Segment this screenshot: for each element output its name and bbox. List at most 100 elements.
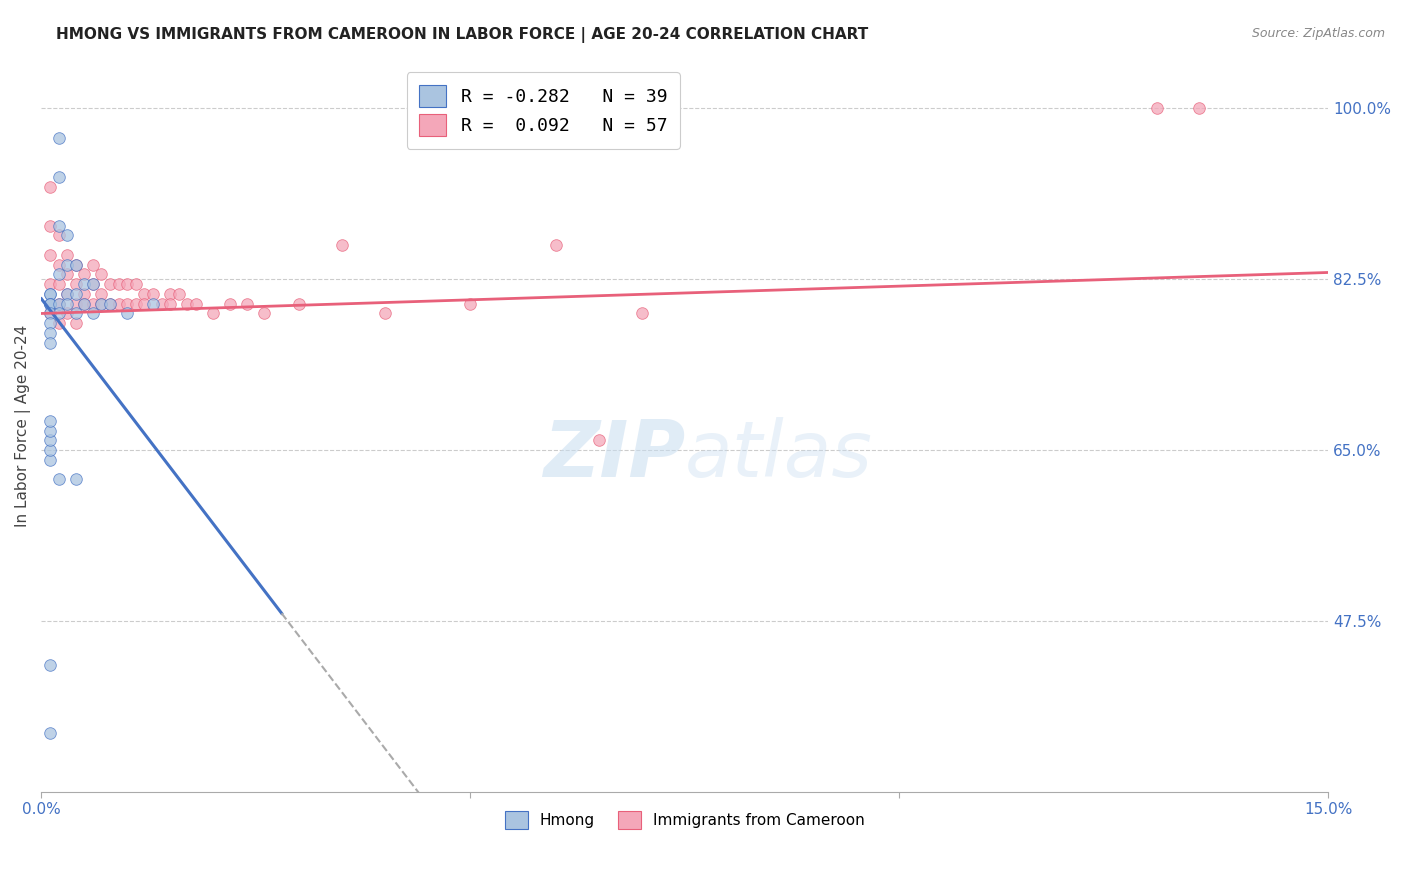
Point xyxy=(39,287,62,301)
Point xyxy=(115,296,138,310)
Point xyxy=(236,296,259,310)
Point xyxy=(39,453,62,467)
Point xyxy=(39,326,62,340)
Point xyxy=(90,268,112,282)
Point xyxy=(56,258,79,272)
Point xyxy=(90,287,112,301)
Point xyxy=(48,277,70,292)
Text: atlas: atlas xyxy=(685,417,873,493)
Point xyxy=(176,296,198,310)
Point xyxy=(1188,102,1211,116)
Point xyxy=(39,306,62,320)
Point xyxy=(56,287,79,301)
Text: ZIP: ZIP xyxy=(543,417,685,493)
Point xyxy=(48,306,70,320)
Point xyxy=(184,296,207,310)
Point xyxy=(98,277,121,292)
Y-axis label: In Labor Force | Age 20-24: In Labor Force | Age 20-24 xyxy=(15,325,31,527)
Point xyxy=(115,277,138,292)
Point xyxy=(56,268,79,282)
Point xyxy=(125,277,148,292)
Legend: Hmong, Immigrants from Cameroon: Hmong, Immigrants from Cameroon xyxy=(499,805,870,836)
Point xyxy=(39,306,62,320)
Point xyxy=(374,306,396,320)
Point xyxy=(82,277,104,292)
Point xyxy=(546,238,568,252)
Point xyxy=(90,296,112,310)
Point xyxy=(65,258,87,272)
Text: HMONG VS IMMIGRANTS FROM CAMEROON IN LABOR FORCE | AGE 20-24 CORRELATION CHART: HMONG VS IMMIGRANTS FROM CAMEROON IN LAB… xyxy=(56,27,869,43)
Point xyxy=(39,434,62,448)
Point xyxy=(115,306,138,320)
Point xyxy=(48,130,70,145)
Point xyxy=(65,277,87,292)
Point xyxy=(73,296,96,310)
Point xyxy=(107,277,129,292)
Point xyxy=(39,443,62,458)
Point xyxy=(48,169,70,184)
Point xyxy=(39,248,62,262)
Point xyxy=(82,258,104,272)
Point xyxy=(287,296,309,310)
Point xyxy=(253,306,276,320)
Point xyxy=(39,219,62,233)
Text: Source: ZipAtlas.com: Source: ZipAtlas.com xyxy=(1251,27,1385,40)
Point xyxy=(39,287,62,301)
Point xyxy=(90,296,112,310)
Point xyxy=(107,296,129,310)
Point xyxy=(48,316,70,330)
Point xyxy=(39,424,62,438)
Point xyxy=(159,287,181,301)
Point xyxy=(65,473,87,487)
Point xyxy=(65,316,87,330)
Point xyxy=(219,296,242,310)
Point xyxy=(56,296,79,310)
Point xyxy=(39,296,62,310)
Point xyxy=(48,296,70,310)
Point xyxy=(82,296,104,310)
Point xyxy=(65,258,87,272)
Point xyxy=(142,296,165,310)
Point xyxy=(82,306,104,320)
Point xyxy=(125,296,148,310)
Point xyxy=(330,238,353,252)
Point xyxy=(65,306,87,320)
Point xyxy=(134,287,156,301)
Point xyxy=(1146,102,1168,116)
Point xyxy=(98,296,121,310)
Point xyxy=(48,473,70,487)
Point xyxy=(48,228,70,243)
Point xyxy=(48,258,70,272)
Point xyxy=(39,277,62,292)
Point xyxy=(159,296,181,310)
Point xyxy=(73,287,96,301)
Point xyxy=(142,287,165,301)
Point xyxy=(39,414,62,428)
Point xyxy=(56,228,79,243)
Point xyxy=(73,268,96,282)
Point xyxy=(39,296,62,310)
Point xyxy=(65,296,87,310)
Point xyxy=(73,296,96,310)
Point xyxy=(56,248,79,262)
Point xyxy=(134,296,156,310)
Point xyxy=(39,335,62,350)
Point xyxy=(48,219,70,233)
Point xyxy=(73,277,96,292)
Point xyxy=(39,316,62,330)
Point xyxy=(98,296,121,310)
Point xyxy=(65,287,87,301)
Point xyxy=(48,296,70,310)
Point xyxy=(39,726,62,740)
Point xyxy=(56,306,79,320)
Point xyxy=(460,296,482,310)
Point xyxy=(48,268,70,282)
Point xyxy=(631,306,654,320)
Point xyxy=(201,306,224,320)
Point xyxy=(56,287,79,301)
Point xyxy=(82,277,104,292)
Point xyxy=(39,296,62,310)
Point xyxy=(150,296,173,310)
Point xyxy=(39,179,62,194)
Point xyxy=(167,287,190,301)
